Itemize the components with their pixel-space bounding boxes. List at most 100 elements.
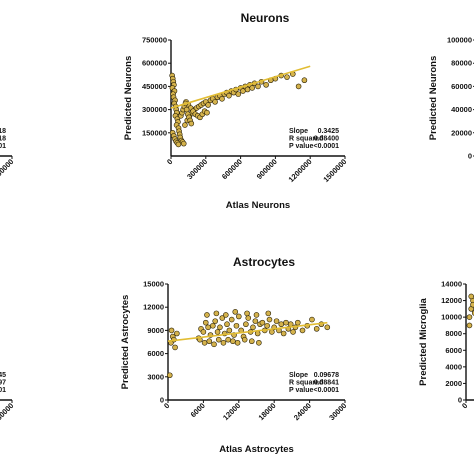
- data-point: [217, 324, 223, 331]
- y-tick-label: 15000: [143, 280, 164, 289]
- data-point: [219, 315, 226, 321]
- chart-panel-2: 150000 300000 450000 600000 750000 0 300000 600…: [123, 11, 348, 211]
- data-point: [244, 310, 250, 317]
- data-point: [252, 318, 259, 324]
- stat-value: 0.3018: [0, 128, 6, 135]
- y-tick-label: 20000: [451, 128, 472, 137]
- data-point: [180, 140, 187, 147]
- data-point: [204, 109, 210, 116]
- chart-panel-6: 0 2000 4000 6000 8000 10000 12000 14000 0 Predict…: [418, 280, 474, 410]
- data-point: [210, 322, 216, 329]
- stat-value: 0.3425: [318, 128, 340, 135]
- y-tick-label: 600000: [142, 59, 167, 68]
- chart-panel-1: 1500000 0.30180.08118<0.0001: [0, 128, 15, 184]
- y-tick-label: 40000: [451, 105, 472, 114]
- data-point: [249, 85, 255, 91]
- data-point: [226, 92, 232, 99]
- data-point: [219, 95, 225, 102]
- data-point: [283, 319, 289, 326]
- chart-panel-3: 0 20000 40000 60000 80000 100000 Predicted Neu…: [428, 36, 474, 161]
- data-point: [284, 74, 290, 80]
- data-point: [241, 336, 248, 343]
- x-tick-label: 0: [162, 401, 171, 410]
- y-tick-label: 10000: [441, 313, 462, 322]
- y-axis-label: Predicted Astrocytes: [120, 295, 131, 390]
- data-point: [225, 336, 231, 343]
- data-point: [313, 326, 320, 332]
- data-point: [280, 330, 287, 337]
- stat-value: <0.0001: [314, 143, 340, 150]
- y-tick-label: 8000: [445, 329, 462, 338]
- data-point: [468, 293, 474, 300]
- x-tick-label: 300000: [185, 157, 209, 181]
- data-point: [245, 315, 252, 321]
- data-point: [215, 336, 222, 343]
- x-tick-label: 18000: [257, 401, 278, 422]
- stat-value: 0.09678: [314, 372, 339, 379]
- x-tick-label: 0: [460, 401, 469, 410]
- data-point: [234, 339, 241, 346]
- stat-label: R squared: [289, 136, 323, 143]
- data-point: [466, 314, 473, 320]
- y-tick-label: 6000: [445, 346, 462, 355]
- stat-value: 0.2045: [0, 372, 6, 379]
- x-tick-label: 1200000: [287, 157, 314, 184]
- y-tick-label: 150000: [142, 128, 167, 137]
- data-point: [324, 324, 331, 331]
- data-point: [466, 322, 473, 329]
- y-tick-label: 9000: [147, 326, 164, 335]
- data-point: [244, 86, 251, 93]
- y-tick-label: 300000: [142, 105, 167, 114]
- data-point: [309, 316, 315, 323]
- data-point: [211, 341, 217, 348]
- y-tick-label: 12000: [143, 303, 164, 312]
- data-point: [294, 319, 301, 326]
- data-point: [223, 312, 229, 318]
- data-point: [201, 339, 208, 346]
- x-tick-label: 12000: [221, 401, 242, 422]
- stat-value: 0.08400: [314, 136, 339, 143]
- y-tick-label: 2000: [445, 379, 462, 388]
- data-point: [175, 141, 182, 148]
- data-point: [188, 120, 195, 127]
- y-tick-label: 0: [468, 152, 472, 161]
- regression-line: [170, 65, 311, 109]
- data-point: [248, 338, 255, 345]
- data-point: [301, 77, 308, 84]
- x-tick-label: 30000: [327, 401, 348, 422]
- data-point: [200, 329, 207, 335]
- stat-value: <0.0001: [0, 143, 6, 150]
- data-point: [232, 309, 239, 315]
- y-tick-label: 3000: [147, 372, 164, 381]
- data-point: [202, 319, 209, 326]
- data-point: [174, 330, 180, 337]
- data-point: [240, 88, 246, 94]
- data-point: [226, 327, 233, 334]
- stat-label: Slope: [289, 372, 308, 379]
- data-point: [205, 102, 211, 108]
- stat-value: 0.08841: [314, 380, 339, 387]
- x-tick-label: 80000: [0, 401, 15, 422]
- data-point: [266, 316, 273, 323]
- data-point: [470, 301, 474, 308]
- data-point: [264, 322, 270, 329]
- x-tick-label: 1500000: [321, 157, 348, 184]
- data-point: [273, 318, 280, 324]
- data-point: [168, 327, 175, 334]
- y-axis-label: Predicted Neurons: [123, 56, 134, 140]
- data-point: [204, 312, 210, 318]
- stat-value: <0.0001: [314, 387, 340, 394]
- x-tick-label: 6000: [189, 401, 207, 419]
- y-axis-label: Predicted Microglia: [418, 297, 429, 385]
- y-tick-label: 14000: [441, 280, 462, 289]
- y-tick-label: 0: [458, 396, 462, 405]
- y-tick-label: 100000: [447, 36, 472, 45]
- data-point: [236, 313, 242, 320]
- data-point: [183, 106, 190, 113]
- x-tick-label: 600000: [220, 157, 244, 181]
- data-point: [243, 321, 249, 328]
- y-tick-label: 0: [160, 396, 164, 405]
- data-point: [212, 318, 218, 324]
- regression-line: [167, 321, 328, 343]
- y-tick-label: 12000: [441, 296, 462, 305]
